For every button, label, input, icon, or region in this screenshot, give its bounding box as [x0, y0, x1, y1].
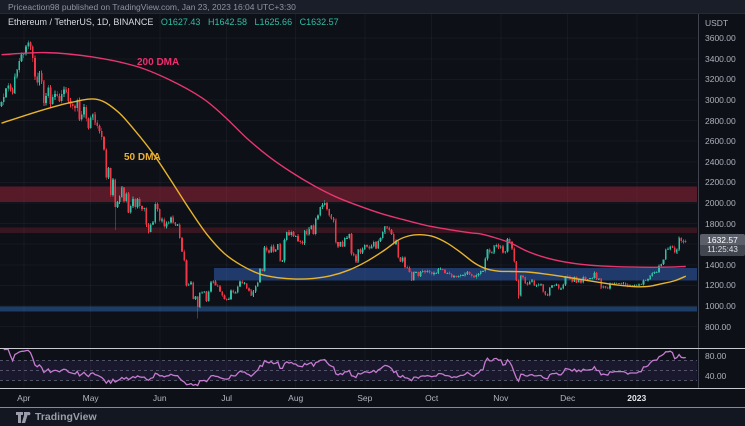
price-tick: 3000.00 — [705, 95, 736, 105]
price-axis[interactable]: USDT 3600.00 3400.00 3200.00 3000.00 2800.00… — [698, 14, 745, 388]
price-chart-canvas[interactable] — [0, 0, 698, 408]
rsi-tick: 80.00 — [705, 350, 727, 361]
time-tick-nov: Nov — [493, 393, 509, 403]
major-support-zone — [0, 306, 697, 312]
published-bar: Priceaction98 published on TradingView.c… — [0, 0, 745, 14]
ma50-line[interactable] — [1, 98, 687, 288]
time-tick-2023: 2023 — [627, 393, 647, 403]
quote-currency-label: USDT — [705, 18, 729, 28]
price-tick: 2200.00 — [705, 177, 736, 188]
rsi-tick: 40.00 — [705, 370, 727, 381]
ma200-label: 200 DMA — [137, 57, 180, 68]
ohlc-high: H1642.58 — [207, 17, 248, 27]
price-tick: 3600.00 — [705, 33, 736, 44]
time-tick-sep: Sep — [357, 393, 373, 403]
price-tick: 1800.00 — [705, 218, 736, 229]
time-tick-jul: Jul — [221, 393, 233, 403]
ohlc-close: C1632.57 — [299, 17, 339, 27]
time-tick-aug: Aug — [288, 393, 304, 403]
price-tick: 3200.00 — [705, 74, 736, 85]
last-price-badge[interactable]: 1632.57 11:25:43 — [700, 233, 745, 256]
tradingview-link[interactable]: TradingView — [16, 411, 97, 423]
time-tick-jun: Jun — [152, 393, 167, 403]
price-tick: 3400.00 — [705, 53, 736, 64]
price-tick: 2000.00 — [705, 198, 736, 208]
last-price-value: 1632.57 — [700, 233, 745, 245]
time-axis[interactable]: Apr May Jun Jul Aug Sep Oct Nov Dec 2023 — [0, 389, 745, 407]
published-text: Priceaction98 published on TradingView.c… — [8, 2, 296, 12]
minor-resistance-zone — [0, 227, 697, 233]
time-tick-may: May — [82, 393, 99, 403]
ohlc-open: O1627.43 — [160, 17, 201, 27]
resistance-zone — [0, 186, 697, 202]
candles — [0, 40, 687, 319]
symbol-title: Ethereum / TetherUS, 1D, BINANCE — [8, 17, 154, 27]
footer-separator — [0, 407, 745, 408]
price-tick: 1200.00 — [705, 280, 736, 291]
time-tick-oct: Oct — [425, 393, 439, 403]
tradingview-logo-icon — [16, 411, 31, 423]
pane-separator[interactable] — [0, 348, 745, 349]
price-tick: 1400.00 — [705, 259, 736, 270]
price-tick: 2800.00 — [705, 115, 736, 126]
price-tick: 2600.00 — [705, 136, 736, 147]
footer-bar: TradingView — [0, 408, 745, 426]
bar-countdown: 11:25:43 — [700, 244, 745, 256]
ma200-line[interactable] — [1, 51, 686, 268]
time-tick-dec: Dec — [560, 393, 576, 403]
price-tick: 2400.00 — [705, 156, 736, 167]
time-axis-separator — [0, 388, 745, 389]
tradingview-wordmark: TradingView — [35, 411, 97, 423]
price-tick: 800.00 — [705, 321, 731, 332]
time-tick-apr: Apr — [17, 393, 31, 403]
ohlc-low: L1625.66 — [254, 17, 293, 27]
ma50-label: 50 DMA — [124, 152, 161, 163]
price-tick: 1000.00 — [705, 301, 736, 311]
chart-legend: Ethereum / TetherUS, 1D, BINANCE O1627.4… — [8, 17, 339, 27]
rsi-line[interactable] — [3, 348, 686, 387]
